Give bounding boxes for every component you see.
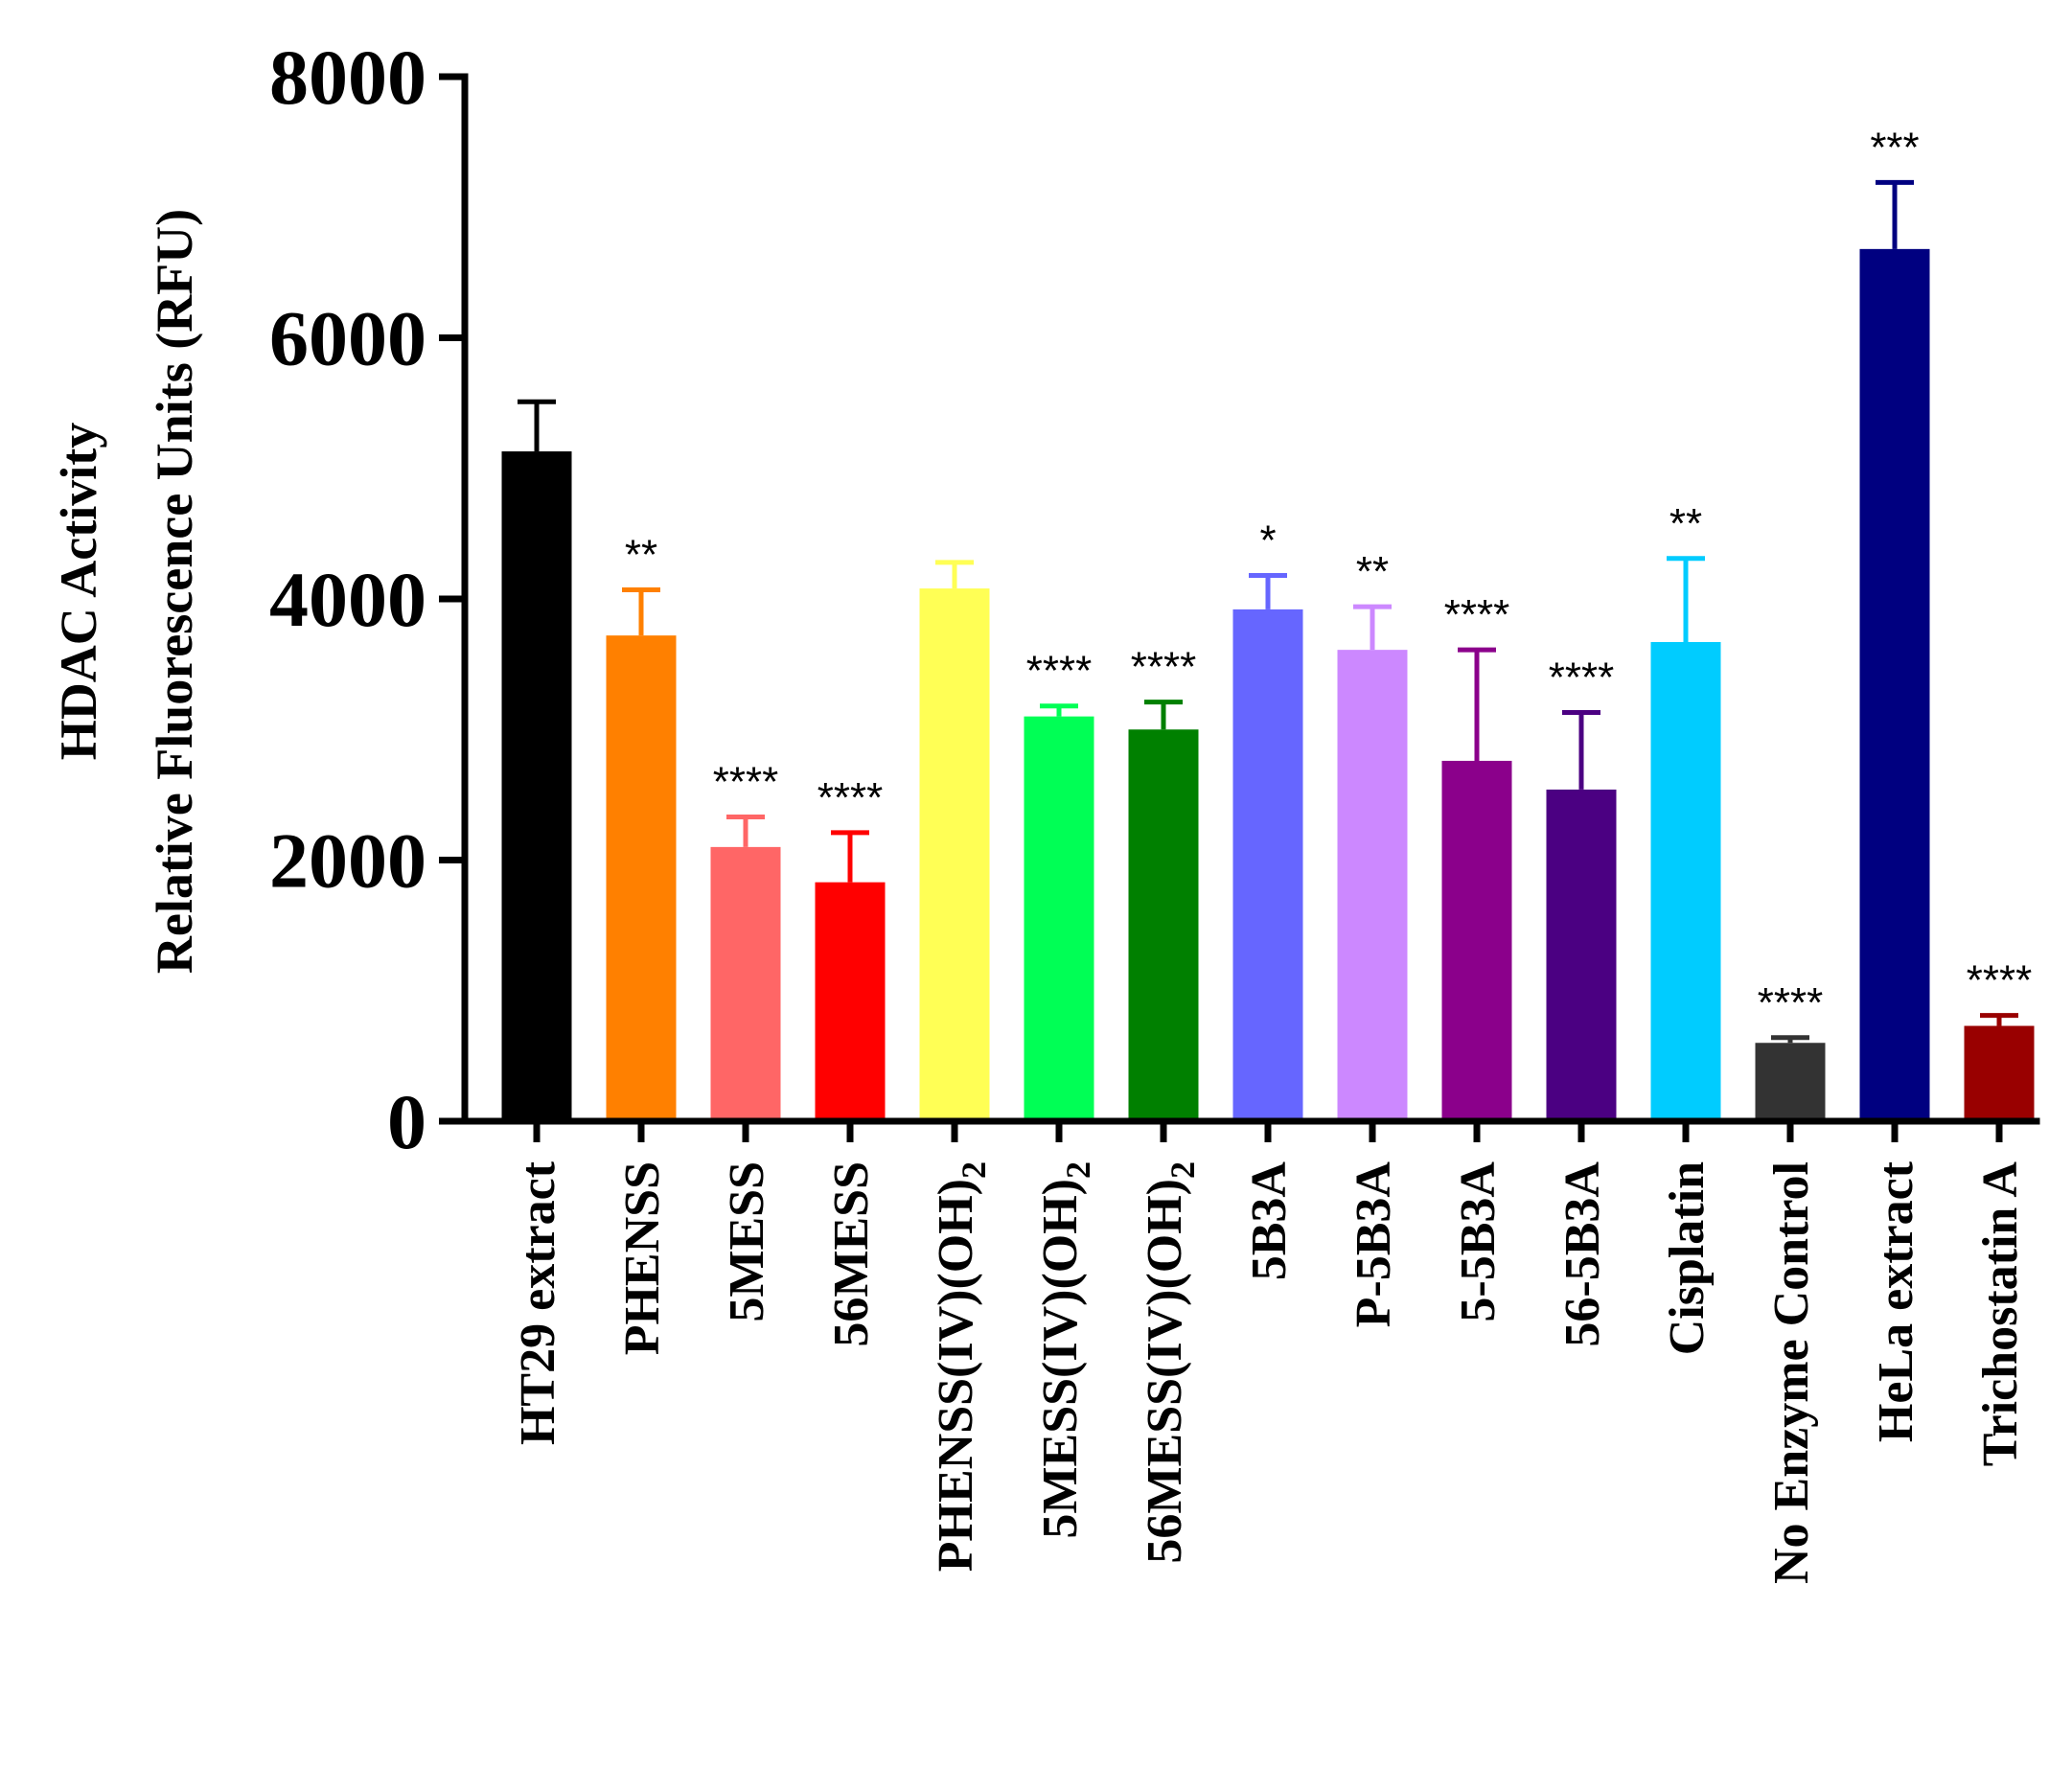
y-tick-label: 0 xyxy=(387,1078,426,1165)
y-tick-label: 2000 xyxy=(269,817,426,905)
significance-labels: ****** ******** **************************… xyxy=(625,124,2032,1025)
error-bar-5-5b3a xyxy=(1458,647,1496,761)
x-tick-label-phenss-iv-oh-2: PHENSS(IV)(OH)2 xyxy=(929,1161,993,1572)
bar-56mess-iv-oh-2 xyxy=(1128,729,1199,1121)
bar-5b3a xyxy=(1232,609,1303,1121)
bar-ht29-extract xyxy=(501,451,572,1122)
bar-56mess xyxy=(815,882,886,1121)
error-bar-5mess-iv-oh-2 xyxy=(1040,703,1078,717)
error-bar-56mess-iv-oh-2 xyxy=(1144,700,1183,730)
significance-56mess-iv-oh-2: **** xyxy=(1131,644,1197,691)
error-bar-p-5b3a xyxy=(1353,604,1392,651)
bar-cisplatin xyxy=(1650,641,1721,1121)
significance-5b3a: * xyxy=(1259,517,1276,563)
error-bar-cisplatin xyxy=(1667,556,1705,642)
bar-5-5b3a xyxy=(1441,760,1512,1121)
x-tick-label-5mess: 5MESS xyxy=(720,1161,774,1322)
error-bar-hela-extract xyxy=(1876,179,1914,249)
error-bar-5b3a xyxy=(1249,572,1287,609)
error-bar-trichostatin-a xyxy=(1980,1013,2018,1026)
significance-cisplatin: ** xyxy=(1669,500,1702,547)
error-bar-phenss xyxy=(622,586,660,636)
significance-phenss: ** xyxy=(625,531,657,578)
significance-5mess: **** xyxy=(713,759,779,806)
bar-5mess xyxy=(710,846,781,1121)
bars xyxy=(501,248,2035,1122)
x-tick-label-5b3a: 5B3A xyxy=(1242,1161,1297,1281)
significance-56mess: **** xyxy=(817,774,884,821)
x-tick-label-hela-extract: HeLa extract xyxy=(1869,1160,1923,1442)
x-tick-label-phenss: PHENSS xyxy=(615,1161,670,1355)
x-tick-label-cisplatin: Cisplatin xyxy=(1660,1161,1715,1355)
bar-phenss xyxy=(606,635,677,1121)
x-tick-label-trichostatin-a: Trichostatin A xyxy=(1973,1161,2028,1467)
y-tick-label: 8000 xyxy=(269,34,426,121)
error-bar-5mess xyxy=(726,815,765,847)
significance-trichostatin-a: **** xyxy=(1967,957,2033,1004)
x-tick-label-ht29-extract: HT29 extract xyxy=(511,1160,565,1445)
bar-5mess-iv-oh-2 xyxy=(1024,716,1094,1121)
y-tick-label: 6000 xyxy=(269,295,426,382)
x-tick-label-56mess: 56MESS xyxy=(824,1161,879,1347)
x-tick-label-5mess-iv-oh-2: 5MESS(IV)(OH)2 xyxy=(1033,1161,1097,1539)
error-bars xyxy=(518,179,2018,1044)
significance-56-5b3a: **** xyxy=(1549,655,1615,701)
x-tick-label-no-enzyme-control: No Enzyme Control xyxy=(1764,1161,1819,1584)
significance-5-5b3a: **** xyxy=(1444,591,1510,638)
y-axis-title-line-2: Relative Fluorescence Units (RFU) xyxy=(146,209,203,974)
x-axis: HT29 extract PHENSS 5MESS 56MESS PHENSS(IV)(… xyxy=(461,1117,2040,1584)
x-tick-label-5-5b3a: 5-5B3A xyxy=(1451,1161,1506,1322)
bar-56-5b3a xyxy=(1546,789,1617,1121)
y-axis-title-line-1: HDAC Activity xyxy=(50,423,107,760)
significance-p-5b3a: ** xyxy=(1356,548,1389,595)
bar-hela-extract xyxy=(1859,248,1930,1122)
bar-trichostatin-a xyxy=(1964,1025,2035,1121)
bar-phenss-iv-oh-2 xyxy=(919,588,990,1121)
y-axis: 0 2000 4000 6000 8000 xyxy=(269,34,469,1165)
bar-p-5b3a xyxy=(1337,650,1408,1121)
bar-no-enzyme-control xyxy=(1755,1043,1826,1121)
significance-5mess-iv-oh-2: **** xyxy=(1026,648,1093,695)
x-tick-label-56-5b3a: 56-5B3A xyxy=(1555,1161,1610,1347)
error-bar-ht29-extract xyxy=(518,399,556,452)
x-tick-label-56mess-iv-oh-2: 56MESS(IV)(OH)2 xyxy=(1138,1161,1202,1564)
significance-hela-extract: *** xyxy=(1870,124,1919,171)
significance-no-enzyme-control: **** xyxy=(1758,979,1824,1026)
y-axis-title: HDAC Activity Relative Fluorescence Unit… xyxy=(50,209,203,974)
error-bar-phenss-iv-oh-2 xyxy=(935,560,974,589)
x-tick-label-p-5b3a: P-5B3A xyxy=(1347,1161,1401,1328)
error-bar-56-5b3a xyxy=(1562,710,1600,790)
error-bar-56mess xyxy=(831,830,869,883)
error-bar-no-enzyme-control xyxy=(1771,1035,1809,1044)
y-tick-label: 4000 xyxy=(269,556,426,643)
